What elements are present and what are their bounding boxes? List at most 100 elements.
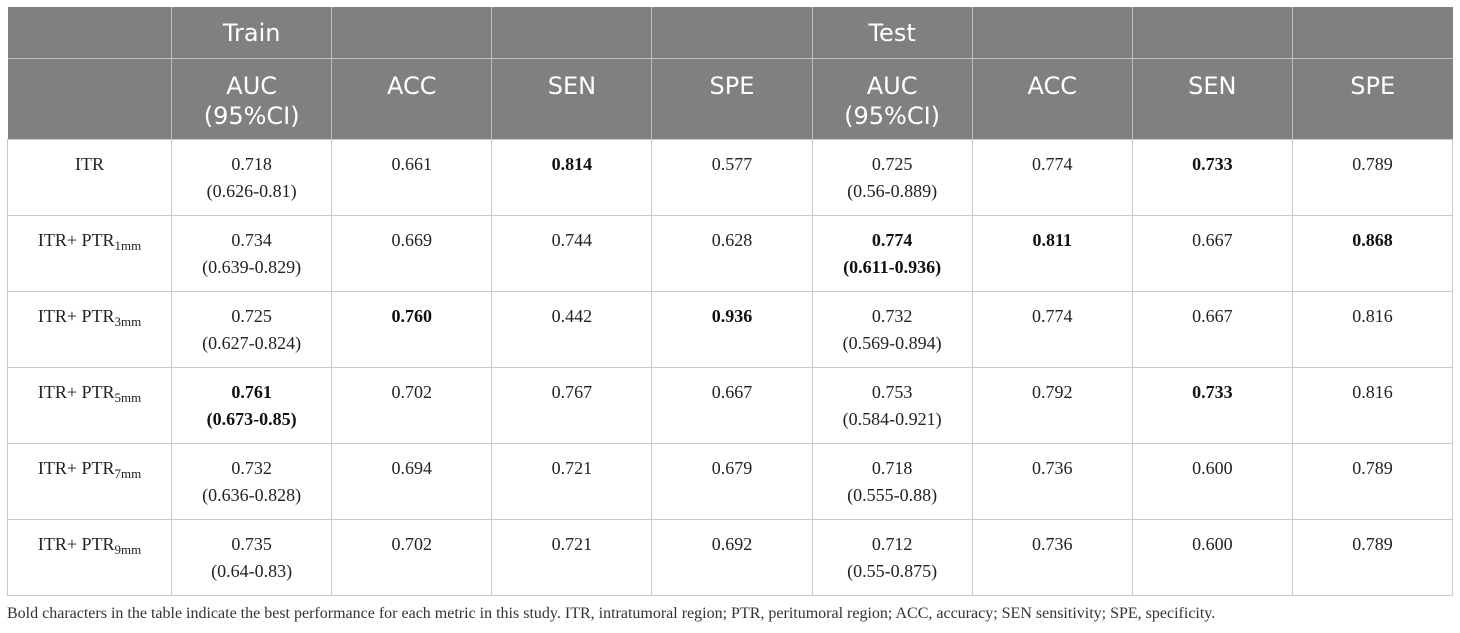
cell-confidence-interval: (0.569-0.894) xyxy=(842,333,942,353)
cell-value: 0.760 xyxy=(391,306,433,326)
performance-table: Train Test AUC (95%CI) ACC SEN SPE AUC (95%CI) A… xyxy=(6,7,1454,596)
cell-value: 0.702 xyxy=(391,382,433,402)
table-cell: 0.936 xyxy=(651,291,813,368)
cell-value: 0.725 xyxy=(871,154,913,174)
cell-value: 0.789 xyxy=(1352,458,1393,478)
cell-value: 0.774 xyxy=(1031,306,1073,326)
row-label-text: ITR+ PTR xyxy=(37,230,115,250)
table-cell: 0.667 xyxy=(1131,291,1293,368)
cell-value: 0.767 xyxy=(551,382,593,402)
table-cell: 0.753 (0.584-0.921) xyxy=(811,367,973,444)
column-header-sublabel: (95%CI) xyxy=(844,102,941,130)
column-header: ACC xyxy=(331,58,492,140)
cell-value: 0.667 xyxy=(1192,306,1233,326)
table-footnote: Bold characters in the table indicate th… xyxy=(7,605,1216,622)
row-label: ITR+ PTR3mm xyxy=(6,291,172,368)
table-body: ITR 0.718 (0.626-0.81) 0.661 0.814 0.577 0.725… xyxy=(6,139,1454,596)
table-cell: 0.733 xyxy=(1131,367,1293,444)
cell-confidence-interval: (0.673-0.85) xyxy=(206,409,297,429)
table-cell: 0.814 xyxy=(491,139,652,216)
group-header-row: Train Test xyxy=(7,7,1453,59)
cell-confidence-interval: (0.626-0.81) xyxy=(206,181,297,201)
table-row: ITR+ PTR1mm 0.734 (0.639-0.829) 0.669 0.744 0… xyxy=(6,215,1454,292)
column-header: ACC xyxy=(971,58,1133,140)
cell-confidence-interval: (0.55-0.875) xyxy=(847,561,938,581)
table-row: ITR+ PTR9mm 0.735 (0.64-0.83) 0.702 0.721 0.6… xyxy=(6,519,1454,596)
table-cell: 0.667 xyxy=(651,367,813,444)
group-header-spacer xyxy=(651,7,813,59)
table-cell: 0.600 xyxy=(1131,519,1293,596)
cell-confidence-interval: (0.627-0.824) xyxy=(202,333,302,353)
table-cell: 0.661 xyxy=(331,139,492,216)
column-header-label: AUC xyxy=(866,72,918,100)
row-label-text: ITR+ PTR xyxy=(37,382,115,402)
column-header: SEN xyxy=(491,58,652,140)
table-row: ITR+ PTR7mm 0.732 (0.636-0.828) 0.694 0.721 0… xyxy=(6,443,1454,520)
cell-value: 0.734 xyxy=(231,230,272,250)
cell-confidence-interval: (0.639-0.829) xyxy=(202,257,302,277)
group-header-spacer xyxy=(971,7,1133,59)
table-cell: 0.692 xyxy=(651,519,813,596)
row-label-subscript: 7mm xyxy=(114,466,142,481)
cell-value: 0.732 xyxy=(231,458,272,478)
cell-confidence-interval: (0.555-0.88) xyxy=(847,485,938,505)
cell-value: 0.600 xyxy=(1192,458,1233,478)
table-row: ITR 0.718 (0.626-0.81) 0.661 0.814 0.577 0.725… xyxy=(6,139,1454,216)
column-header: AUC (95%CI) xyxy=(171,58,332,140)
group-header-train: Train xyxy=(171,7,332,59)
row-label-text: ITR+ PTR xyxy=(37,458,115,478)
column-header-label: SEN xyxy=(547,72,597,100)
column-header-label: ACC xyxy=(1027,72,1077,100)
column-header-label: SPE xyxy=(709,72,755,100)
cell-value: 0.814 xyxy=(551,154,593,174)
table-cell: 0.718 (0.626-0.81) xyxy=(171,139,332,216)
table-row: ITR+ PTR3mm 0.725 (0.627-0.824) 0.760 0.442 0… xyxy=(6,291,1454,368)
cell-value: 0.692 xyxy=(711,534,753,554)
table-cell: 0.792 xyxy=(971,367,1133,444)
table-cell: 0.732 (0.569-0.894) xyxy=(811,291,973,368)
table-cell: 0.789 xyxy=(1291,139,1454,216)
row-label-subscript: 5mm xyxy=(114,390,142,405)
cell-value: 0.816 xyxy=(1352,382,1393,402)
group-header-spacer xyxy=(1291,7,1453,59)
cell-value: 0.732 xyxy=(871,306,913,326)
table-cell: 0.774 (0.611-0.936) xyxy=(811,215,973,292)
cell-value: 0.721 xyxy=(551,458,593,478)
table-cell: 0.789 xyxy=(1291,519,1454,596)
table-cell: 0.712 (0.55-0.875) xyxy=(811,519,973,596)
cell-value: 0.733 xyxy=(1192,154,1233,174)
cell-value: 0.733 xyxy=(1192,382,1233,402)
table-cell: 0.736 xyxy=(971,519,1133,596)
column-header-row: AUC (95%CI) ACC SEN SPE AUC (95%CI) ACC SEN SPE xyxy=(7,58,1453,140)
cell-value: 0.667 xyxy=(1192,230,1233,250)
row-label-text: ITR xyxy=(75,154,105,174)
column-header: SPE xyxy=(651,58,813,140)
cell-value: 0.718 xyxy=(231,154,272,174)
table-cell: 0.734 (0.639-0.829) xyxy=(171,215,332,292)
cell-value: 0.868 xyxy=(1352,230,1393,250)
table-cell: 0.868 xyxy=(1291,215,1454,292)
cell-value: 0.679 xyxy=(711,458,753,478)
cell-value: 0.628 xyxy=(711,230,753,250)
cell-value: 0.600 xyxy=(1192,534,1233,554)
cell-value: 0.792 xyxy=(1031,382,1073,402)
cell-value: 0.936 xyxy=(711,306,753,326)
cell-confidence-interval: (0.611-0.936) xyxy=(843,257,942,277)
cell-value: 0.718 xyxy=(871,458,913,478)
cell-confidence-interval: (0.64-0.83) xyxy=(211,561,293,581)
table-cell: 0.744 xyxy=(491,215,652,292)
table-cell: 0.718 (0.555-0.88) xyxy=(811,443,973,520)
table-cell: 0.725 (0.56-0.889) xyxy=(811,139,973,216)
results-table-container: Train Test AUC (95%CI) ACC SEN SPE AUC (95%CI) A… xyxy=(6,7,1454,596)
row-label: ITR+ PTR5mm xyxy=(6,367,172,444)
group-header-spacer xyxy=(1131,7,1293,59)
row-label-subscript: 3mm xyxy=(114,314,142,329)
group-header-test: Test xyxy=(811,7,973,59)
column-header: AUC (95%CI) xyxy=(811,58,973,140)
cell-value: 0.667 xyxy=(711,382,753,402)
table-cell: 0.733 xyxy=(1131,139,1293,216)
row-label-subscript: 1mm xyxy=(114,238,142,253)
cell-value: 0.744 xyxy=(551,230,593,250)
column-header-label: AUC xyxy=(226,72,278,100)
column-header-label: SEN xyxy=(1188,72,1237,100)
